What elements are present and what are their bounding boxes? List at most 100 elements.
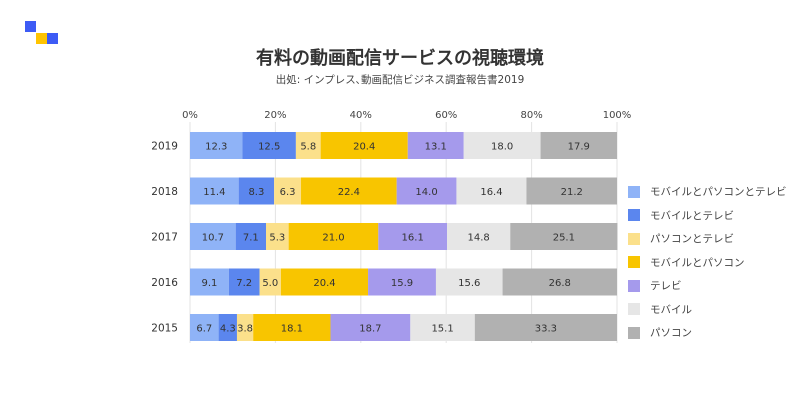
data-label: 21.0 xyxy=(322,233,344,244)
bar-segment xyxy=(259,268,281,296)
logo xyxy=(25,21,65,51)
data-label: 18.0 xyxy=(491,142,513,153)
data-label: 7.2 xyxy=(236,278,252,289)
data-label: 16.4 xyxy=(480,187,502,198)
bar-segment xyxy=(190,132,243,159)
bar-segment xyxy=(242,132,296,159)
bar-segment xyxy=(320,132,408,159)
bar-segment xyxy=(190,268,229,296)
legend-item: モバイルとパソコンとテレビ xyxy=(628,180,787,204)
data-label: 17.9 xyxy=(568,142,590,153)
x-tick-label: 40% xyxy=(350,110,372,121)
category-label: 2019 xyxy=(151,141,178,153)
bar-segment xyxy=(447,223,511,250)
bar-segment xyxy=(266,223,289,250)
bar-segment xyxy=(407,132,464,159)
bar-segment xyxy=(190,223,236,250)
data-label: 12.5 xyxy=(258,142,280,153)
bar-segment xyxy=(238,177,275,205)
legend-item: パソコンとテレビ xyxy=(628,227,787,251)
data-label: 14.8 xyxy=(468,233,490,244)
data-label: 22.4 xyxy=(338,187,360,198)
data-label: 18.1 xyxy=(281,324,303,335)
legend-item: モバイルとテレビ xyxy=(628,204,787,228)
data-label: 12.3 xyxy=(205,142,227,153)
legend-label: モバイル xyxy=(650,303,692,316)
bar-segment xyxy=(474,314,617,341)
data-label: 13.1 xyxy=(425,142,447,153)
x-tick-label: 80% xyxy=(520,110,542,121)
legend-swatch xyxy=(628,326,640,339)
bar-segment xyxy=(410,314,475,341)
legend-swatch xyxy=(628,256,640,269)
data-label: 5.3 xyxy=(269,233,285,244)
data-label: 11.4 xyxy=(203,187,225,198)
category-label: 2017 xyxy=(151,232,178,244)
x-tick-label: 20% xyxy=(264,110,286,121)
bar-segment xyxy=(295,132,321,159)
legend-swatch xyxy=(628,279,640,292)
bar-segment xyxy=(301,177,397,205)
data-label: 3.8 xyxy=(237,324,253,335)
bar-segment xyxy=(288,223,379,250)
data-label: 10.7 xyxy=(202,233,224,244)
bar-segment xyxy=(463,132,541,159)
bar-segment xyxy=(456,177,527,205)
category-label: 2018 xyxy=(151,186,178,198)
legend-label: パソコンとテレビ xyxy=(650,233,734,246)
data-label: 14.0 xyxy=(415,187,437,198)
bar-segment xyxy=(526,177,617,205)
data-label: 21.2 xyxy=(561,187,583,198)
bar-segment xyxy=(435,268,503,296)
chart-subtitle: 出処: インプレス､動画配信ビジネス調査報告書2019 xyxy=(275,74,525,86)
bar-segment xyxy=(218,314,237,341)
bar-segment xyxy=(378,223,448,250)
legend-swatch xyxy=(628,209,640,222)
logo-square-blue-bottom xyxy=(47,33,58,44)
data-label: 4.3 xyxy=(220,324,236,335)
legend-label: テレビ xyxy=(650,280,682,293)
legend-swatch xyxy=(628,185,640,198)
bar-segment xyxy=(190,314,219,341)
bar-segment xyxy=(510,223,618,250)
x-tick-label: 60% xyxy=(435,110,457,121)
bar-segment xyxy=(236,314,254,341)
data-label: 15.6 xyxy=(458,278,480,289)
data-label: 20.4 xyxy=(313,278,335,289)
data-label: 5.0 xyxy=(262,278,278,289)
data-label: 15.1 xyxy=(431,324,453,335)
legend-label: モバイルとパソコンとテレビ xyxy=(650,186,787,199)
bar-segment xyxy=(540,132,617,159)
data-label: 26.8 xyxy=(549,278,571,289)
legend-item: パソコン xyxy=(628,321,787,345)
data-label: 18.7 xyxy=(359,324,381,335)
legend-item: テレビ xyxy=(628,274,787,298)
data-label: 33.3 xyxy=(535,324,557,335)
chart-title: 有料の動画配信サービスの視聴環境 xyxy=(256,48,544,69)
bar-segment xyxy=(368,268,436,296)
legend-swatch xyxy=(628,303,640,316)
legend-label: パソコン xyxy=(650,327,692,340)
data-label: 8.3 xyxy=(248,187,264,198)
data-label: 9.1 xyxy=(201,278,217,289)
legend-swatch xyxy=(628,232,640,245)
legend: モバイルとパソコンとテレビ モバイルとテレビ パソコンとテレビ モバイルとパソコン テレ… xyxy=(628,180,787,345)
data-label: 20.4 xyxy=(353,142,375,153)
category-label: 2015 xyxy=(151,323,178,335)
bar-segment xyxy=(235,223,267,250)
bar-segment xyxy=(253,314,331,341)
bar-segment xyxy=(190,177,239,205)
bar-segment xyxy=(274,177,302,205)
legend-label: モバイルとパソコン xyxy=(650,256,745,269)
data-label: 25.1 xyxy=(553,233,575,244)
data-label: 5.8 xyxy=(300,142,316,153)
x-tick-label: 100% xyxy=(603,110,632,121)
data-label: 6.7 xyxy=(196,324,212,335)
bar-segment xyxy=(396,177,457,205)
data-label: 6.3 xyxy=(280,187,296,198)
legend-label: モバイルとテレビ xyxy=(650,209,734,222)
data-label: 7.1 xyxy=(243,233,259,244)
bar-segment xyxy=(330,314,411,341)
logo-square-yellow xyxy=(36,33,47,44)
